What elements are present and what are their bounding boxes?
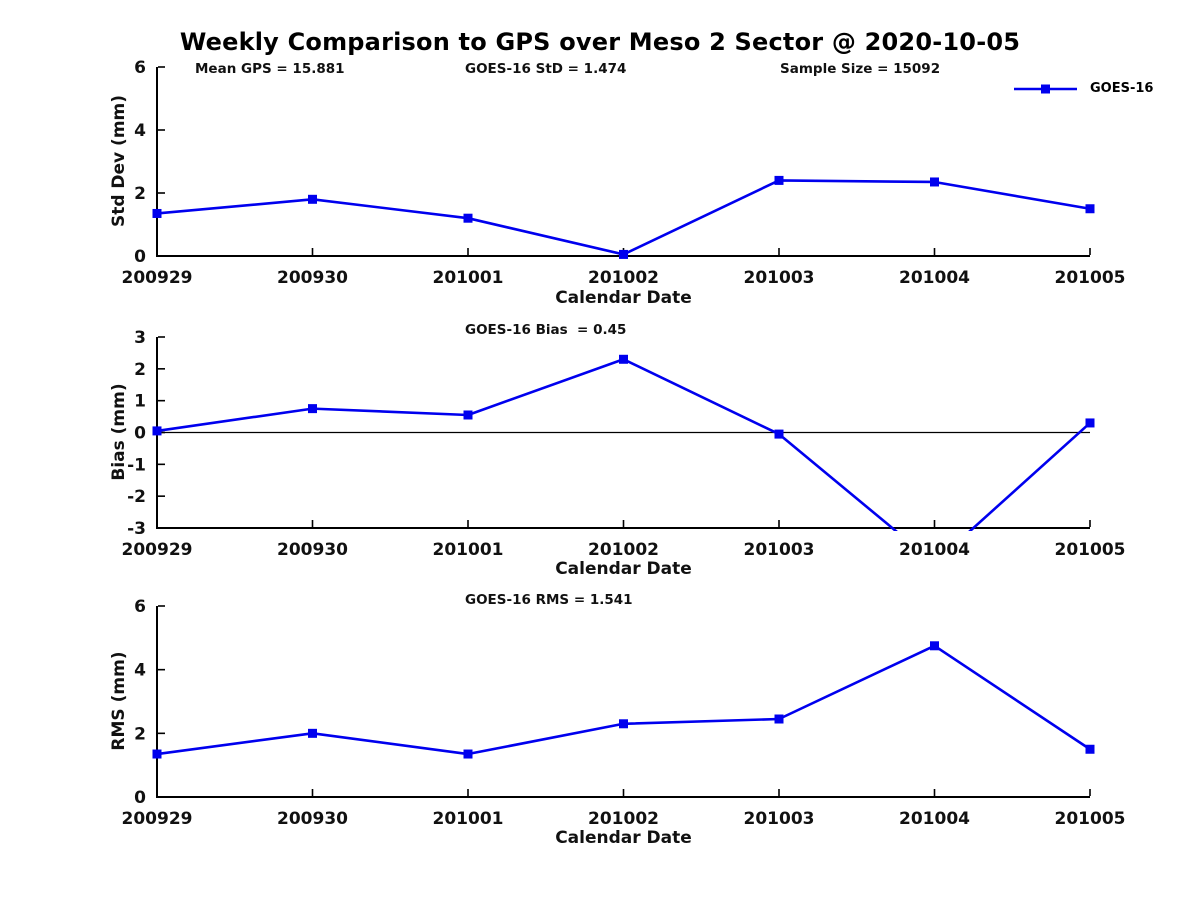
svg-text:201004: 201004 — [899, 540, 970, 560]
bias-series — [152, 354, 1095, 531]
svg-text:200930: 200930 — [277, 268, 348, 288]
svg-text:6: 6 — [134, 597, 146, 617]
svg-text:200930: 200930 — [277, 540, 348, 560]
svg-text:201001: 201001 — [433, 540, 504, 560]
svg-text:201005: 201005 — [1055, 268, 1126, 288]
svg-text:201001: 201001 — [433, 268, 504, 288]
svg-text:201002: 201002 — [588, 809, 659, 829]
svg-text:0: 0 — [134, 247, 146, 267]
svg-text:200930: 200930 — [277, 809, 348, 829]
svg-text:201001: 201001 — [433, 809, 504, 829]
annotation-mean-gps: Mean GPS = 15.881 — [195, 61, 345, 77]
x-axis-label-bias: Calendar Date — [555, 559, 692, 579]
svg-text:-3: -3 — [127, 519, 146, 539]
chart-title: Weekly Comparison to GPS over Meso 2 Sec… — [179, 28, 1021, 56]
svg-text:201004: 201004 — [899, 268, 970, 288]
svg-text:200929: 200929 — [122, 809, 193, 829]
svg-text:201002: 201002 — [588, 540, 659, 560]
bias-chart: -3 -2 -1 0 1 2 3 200929 200930 201001 201002 201003… — [122, 328, 1126, 560]
rms-chart: 0 2 4 6 200929 200930 201001 201002 201003 201004… — [122, 597, 1126, 829]
svg-text:1: 1 — [134, 392, 146, 412]
svg-text:201005: 201005 — [1055, 809, 1126, 829]
annotation-goes16-std: GOES-16 StD = 1.474 — [465, 61, 627, 77]
svg-text:3: 3 — [134, 328, 146, 348]
rms-series — [152, 641, 1095, 759]
x-axis-label-rms: Calendar Date — [555, 828, 692, 848]
y-axis-label-bias: Bias (mm) — [109, 383, 129, 481]
std-dev-chart: 0 2 4 6 200929 200930 201001 201002 201003 201004… — [122, 58, 1126, 288]
svg-text:-1: -1 — [127, 455, 146, 475]
legend-label: GOES-16 — [1090, 81, 1154, 96]
std-dev-series — [152, 175, 1095, 259]
svg-text:-2: -2 — [127, 487, 146, 507]
svg-text:201005: 201005 — [1055, 540, 1126, 560]
svg-text:2: 2 — [134, 184, 146, 204]
svg-text:201002: 201002 — [588, 268, 659, 288]
svg-text:200929: 200929 — [122, 268, 193, 288]
svg-text:0: 0 — [134, 424, 146, 444]
svg-text:200929: 200929 — [122, 540, 193, 560]
svg-text:6: 6 — [134, 58, 146, 78]
legend: GOES-16 — [1013, 81, 1153, 96]
svg-text:201004: 201004 — [899, 809, 970, 829]
x-axis-label-std-dev: Calendar Date — [555, 288, 692, 308]
svg-text:201003: 201003 — [744, 540, 815, 560]
annotation-goes16-bias: GOES-16 Bias = 0.45 — [465, 322, 627, 338]
svg-text:4: 4 — [134, 661, 146, 681]
svg-text:2: 2 — [134, 360, 146, 380]
y-axis-label-std-dev: Std Dev (mm) — [109, 94, 129, 228]
svg-text:4: 4 — [134, 121, 146, 141]
svg-text:0: 0 — [134, 788, 146, 808]
y-axis-label-rms: RMS (mm) — [109, 651, 129, 751]
svg-text:2: 2 — [134, 724, 146, 744]
svg-text:201003: 201003 — [744, 809, 815, 829]
annotation-goes16-rms: GOES-16 RMS = 1.541 — [465, 592, 633, 608]
svg-text:201003: 201003 — [744, 268, 815, 288]
annotation-sample-size: Sample Size = 15092 — [780, 61, 941, 77]
legend-line-marker-icon — [1014, 84, 1077, 93]
